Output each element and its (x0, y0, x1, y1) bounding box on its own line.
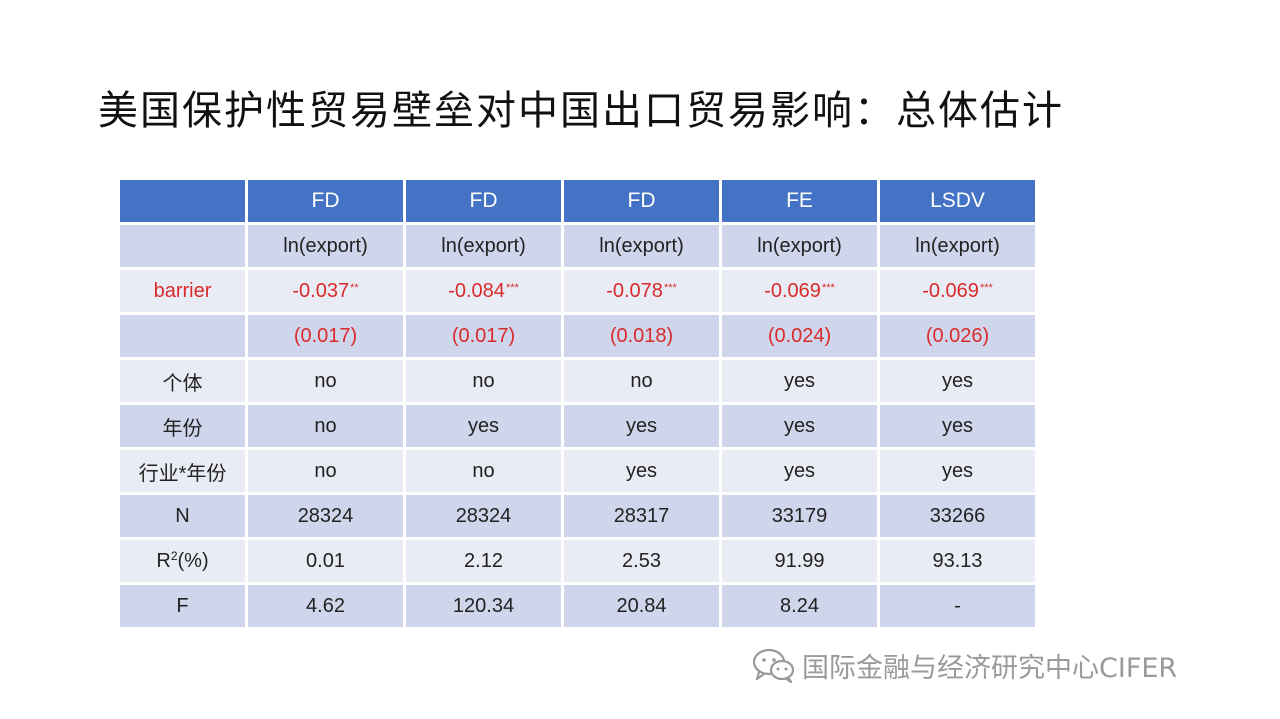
header-cell: FE (719, 177, 880, 225)
table-cell: ln(export) (403, 222, 564, 270)
r-squared-label-suffix: (%) (177, 550, 209, 572)
standard-error-row: (0.017) (0.017) (0.018) (0.024) (0.026) (117, 312, 1038, 360)
table-cell: 28324 (245, 492, 406, 540)
table-cell: yes (877, 402, 1038, 450)
coefficient-cell: -0.037** (245, 267, 406, 315)
table-cell: yes (561, 402, 722, 450)
table-cell: 91.99 (719, 537, 880, 585)
header-cell: FD (245, 177, 406, 225)
significance-stars: *** (663, 281, 677, 294)
coefficient-value: -0.069 (764, 279, 821, 302)
table-cell: ln(export) (561, 222, 722, 270)
header-cell (117, 177, 248, 225)
table-cell: 33179 (719, 492, 880, 540)
significance-stars: ** (350, 281, 359, 294)
r-squared-row: R2(%) 0.01 2.12 2.53 91.99 93.13 (117, 537, 1038, 585)
table-cell: 93.13 (877, 537, 1038, 585)
row-label: barrier (117, 267, 248, 315)
coefficient-value: -0.084 (448, 279, 505, 302)
f-statistic-row: F 4.62 120.34 20.84 8.24 - (117, 582, 1038, 630)
table-cell: yes (719, 402, 880, 450)
wechat-icon (752, 648, 796, 684)
header-row: FD FD FD FE LSDV (117, 177, 1038, 225)
table-cell: 33266 (877, 492, 1038, 540)
r-squared-label-base: R (156, 550, 171, 572)
slide-title: 美国保护性贸易壁垒对中国出口贸易影响：总体估计 (98, 88, 1064, 134)
regression-results-table: FD FD FD FE LSDV ln(export) ln(export) l… (117, 177, 1038, 630)
row-label: R2(%) (117, 537, 248, 585)
standard-error-cell: (0.026) (877, 312, 1038, 360)
row-label: F (117, 582, 248, 630)
standard-error-cell: (0.024) (719, 312, 880, 360)
table-cell: 28317 (561, 492, 722, 540)
table-cell: 20.84 (561, 582, 722, 630)
table-cell: yes (719, 357, 880, 405)
significance-stars: *** (821, 281, 835, 294)
table-cell: no (245, 447, 406, 495)
dependent-variable-row: ln(export) ln(export) ln(export) ln(expo… (117, 222, 1038, 270)
table-cell: ln(export) (245, 222, 406, 270)
table-cell: 2.12 (403, 537, 564, 585)
standard-error-cell: (0.017) (403, 312, 564, 360)
coefficient-cell: -0.084*** (403, 267, 564, 315)
individual-fixed-effect-row: 个体 no no no yes yes (117, 357, 1038, 405)
table-cell: no (245, 402, 406, 450)
table-cell: ln(export) (719, 222, 880, 270)
table-cell: 4.62 (245, 582, 406, 630)
watermark-text: 国际金融与经济研究中心CIFER (802, 653, 1178, 684)
r-squared-label-superscript: 2 (170, 549, 178, 563)
watermark: 国际金融与经济研究中心CIFER (752, 646, 1177, 685)
coefficient-cell: -0.069*** (719, 267, 880, 315)
table-cell: 2.53 (561, 537, 722, 585)
header-cell: LSDV (877, 177, 1038, 225)
coefficient-value: -0.037 (292, 279, 350, 302)
standard-error-cell: (0.017) (245, 312, 406, 360)
row-label: N (117, 492, 248, 540)
coefficient-cell: -0.078*** (561, 267, 722, 315)
table-cell: ln(export) (877, 222, 1038, 270)
year-fixed-effect-row: 年份 no yes yes yes yes (117, 402, 1038, 450)
row-label: 行业*年份 (117, 447, 248, 495)
row-label (117, 222, 248, 270)
table-cell: yes (877, 357, 1038, 405)
table-cell: yes (719, 447, 880, 495)
table-cell: 8.24 (719, 582, 880, 630)
table-cell: 120.34 (403, 582, 564, 630)
significance-stars: *** (979, 281, 993, 294)
industry-year-fixed-effect-row: 行业*年份 no no yes yes yes (117, 447, 1038, 495)
row-label: 个体 (117, 357, 248, 405)
table-cell: no (561, 357, 722, 405)
table-cell: no (245, 357, 406, 405)
table-cell: no (403, 357, 564, 405)
standard-error-cell: (0.018) (561, 312, 722, 360)
significance-stars: *** (505, 281, 519, 294)
table-cell: no (403, 447, 564, 495)
row-label (117, 312, 248, 360)
coefficient-value: -0.069 (922, 279, 979, 302)
header-cell: FD (403, 177, 564, 225)
header-cell: FD (561, 177, 722, 225)
row-label: 年份 (117, 402, 248, 450)
coefficient-value: -0.078 (606, 279, 663, 302)
table-cell: - (877, 582, 1038, 630)
table-cell: yes (877, 447, 1038, 495)
table-cell: yes (561, 447, 722, 495)
table-cell: 0.01 (245, 537, 406, 585)
observations-row: N 28324 28324 28317 33179 33266 (117, 492, 1038, 540)
table-cell: yes (403, 402, 564, 450)
coefficient-cell: -0.069*** (877, 267, 1038, 315)
table-cell: 28324 (403, 492, 564, 540)
barrier-coefficient-row: barrier -0.037** -0.084*** -0.078*** -0.… (117, 267, 1038, 315)
